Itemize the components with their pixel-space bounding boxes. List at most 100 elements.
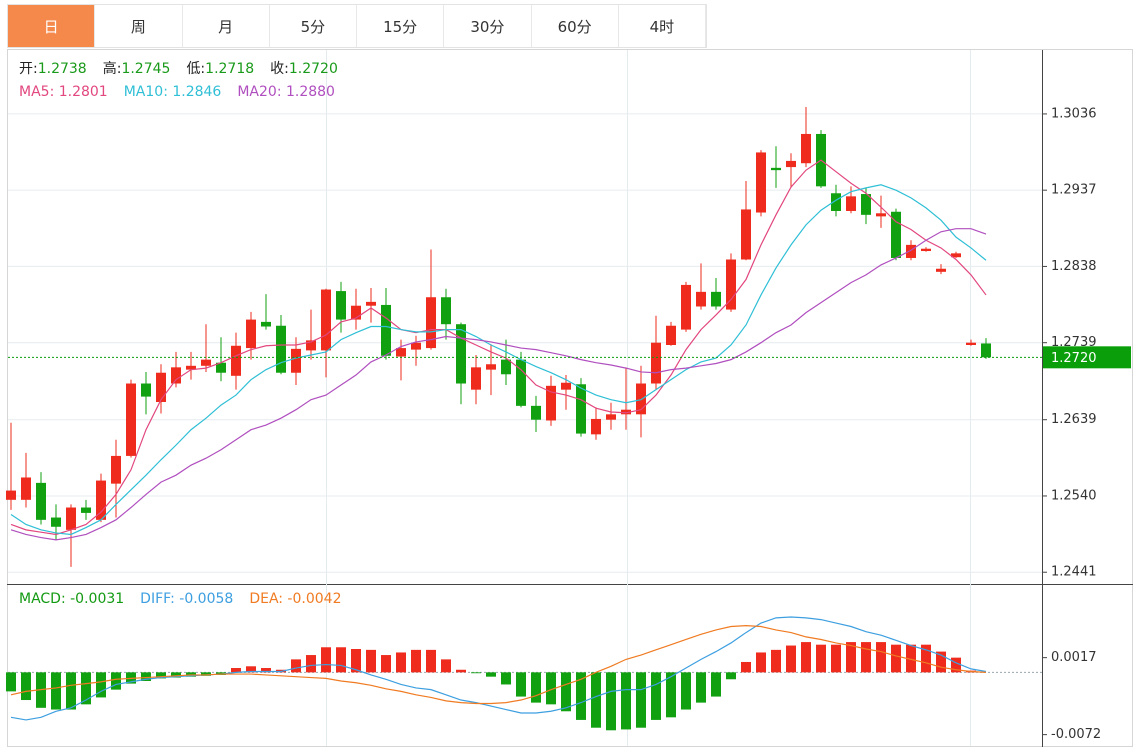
y-tick-label: -0.0072 <box>1051 727 1101 742</box>
ohlc-value: 1.2718 <box>205 61 254 77</box>
candle-body <box>171 367 181 384</box>
ohlc-label: 收: <box>270 61 289 77</box>
candle-body <box>636 383 646 415</box>
macd-bar <box>21 672 31 701</box>
candle-body <box>906 244 916 258</box>
candle-body <box>126 383 136 456</box>
candle-body <box>981 343 991 358</box>
macd-bar <box>411 649 421 673</box>
candle-body <box>756 152 766 213</box>
candle-body <box>276 325 286 373</box>
macd-bar <box>561 672 571 712</box>
macd-bar <box>171 672 181 678</box>
tab[interactable]: 周 <box>95 5 183 47</box>
legend-entry: MACD: -0.0031 <box>19 591 124 607</box>
macd-bar <box>921 644 931 673</box>
tab[interactable]: 5分 <box>270 5 357 47</box>
candle-body <box>51 517 61 527</box>
ohlc-label: 低: <box>186 61 205 77</box>
candle-body <box>786 160 796 168</box>
candle-body <box>81 507 91 513</box>
macd-bar <box>786 645 796 673</box>
candle-body <box>846 196 856 211</box>
macd-bar <box>306 655 316 673</box>
macd-line <box>10 616 987 721</box>
ohlc-label: 开: <box>19 61 38 77</box>
candle-body <box>411 342 421 350</box>
ma-line <box>10 228 987 541</box>
ohlc-value: 1.2720 <box>289 61 338 77</box>
macd-bar <box>426 649 436 673</box>
macd-bar <box>516 672 526 697</box>
macd-bar <box>831 644 841 673</box>
y-tick-label: 1.2838 <box>1051 259 1097 274</box>
tab[interactable]: 15分 <box>357 5 445 47</box>
macd-bar <box>696 672 706 703</box>
ohlc-legend: 开:1.2738 高:1.2745 低:1.2718 收:1.2720 <box>19 60 338 77</box>
candle-body <box>201 359 211 366</box>
candle-body <box>606 414 616 420</box>
macd-bar <box>501 672 511 685</box>
ohlc-value: 1.2738 <box>38 61 87 77</box>
candle-body <box>951 253 961 258</box>
tab[interactable]: 60分 <box>532 5 619 47</box>
macd-bar <box>531 672 541 703</box>
macd-bar <box>876 642 886 673</box>
candle-body <box>936 268 946 272</box>
y-tick-label: 1.2441 <box>1051 565 1097 580</box>
macd-bar <box>291 659 301 673</box>
candle-body <box>651 342 661 384</box>
candle-body <box>141 383 151 397</box>
candle-body <box>771 167 781 171</box>
legend-entry: DIFF: -0.0058 <box>140 591 233 607</box>
macd-bar <box>861 642 871 673</box>
candle-body <box>36 482 46 520</box>
legend: MACD: -0.0031 DIFF: -0.0058 DEA: -0.0042 <box>19 591 341 607</box>
y-tick-label: 1.3036 <box>1051 106 1097 121</box>
macd-bar <box>651 672 661 720</box>
ma-line <box>10 184 987 536</box>
candle-body <box>426 297 436 349</box>
macd-bar <box>741 661 751 673</box>
y-tick-label: 1.2639 <box>1051 412 1097 427</box>
macd-bar <box>756 652 766 673</box>
macd-bar <box>381 655 391 673</box>
candle-body <box>366 301 376 306</box>
candle-body <box>156 372 166 402</box>
macd-bar <box>351 649 361 673</box>
tab[interactable]: 4时 <box>619 5 706 47</box>
candle-body <box>306 340 316 351</box>
candle-body <box>396 348 406 357</box>
tab[interactable]: 日 <box>8 5 96 47</box>
candle-body <box>96 480 106 520</box>
macd-bar <box>366 649 376 673</box>
candle-body <box>666 325 676 345</box>
candle-body <box>861 194 871 215</box>
macd-bar <box>96 672 106 698</box>
macd-bar <box>486 672 496 677</box>
macd-bar <box>606 672 616 731</box>
y-tick-label: 1.2937 <box>1051 183 1097 198</box>
macd-bar <box>771 649 781 673</box>
candle-body <box>111 455 121 484</box>
current-price-label: 1.2720 <box>1051 351 1097 366</box>
candle-body <box>381 304 391 356</box>
candle-body <box>246 319 256 349</box>
candle-body <box>21 477 31 500</box>
candle-body <box>741 209 751 260</box>
tab[interactable]: 月 <box>183 5 270 47</box>
candle-body <box>681 284 691 330</box>
candle-body <box>966 342 976 345</box>
macd-bar <box>66 672 76 710</box>
macd-bar <box>576 672 586 720</box>
candle-body <box>711 291 721 307</box>
macd-bar <box>471 672 481 674</box>
candle-body <box>726 259 736 310</box>
candle-body <box>696 291 706 307</box>
macd-bar <box>621 672 631 730</box>
candle-body <box>471 367 481 390</box>
tab[interactable]: 30分 <box>444 5 532 47</box>
macd-bar <box>336 647 346 673</box>
macd-bar <box>51 672 61 710</box>
candle-body <box>801 133 811 164</box>
